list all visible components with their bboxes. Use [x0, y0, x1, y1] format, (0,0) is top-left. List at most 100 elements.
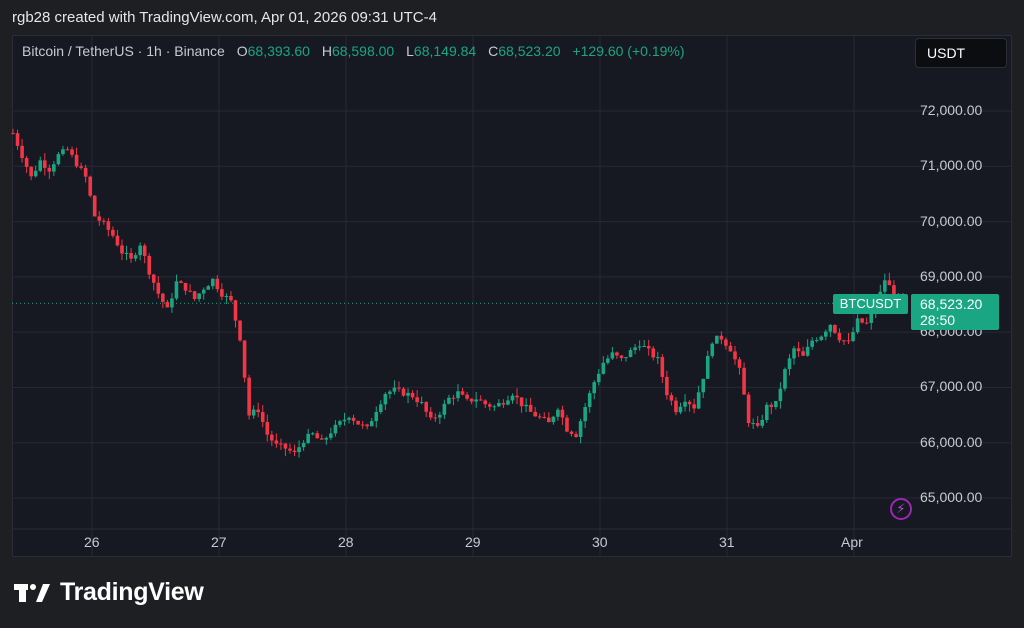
- y-tick-label: 65,000.00: [920, 489, 983, 505]
- candle-body: [524, 404, 528, 407]
- candle-body: [210, 278, 215, 287]
- bar-countdown: 28:50: [920, 312, 956, 328]
- candle-body: [669, 395, 674, 401]
- candle-body: [247, 377, 251, 416]
- candle-body: [715, 335, 719, 344]
- candle-body: [483, 400, 488, 405]
- candle-body: [120, 245, 124, 254]
- candle-body: [292, 450, 297, 453]
- candle-body: [628, 350, 633, 358]
- candle-body: [65, 149, 70, 151]
- candle-body: [710, 343, 715, 356]
- candle-body: [138, 245, 142, 256]
- candle-body: [102, 220, 106, 222]
- lightning-bolt-icon[interactable]: ⚡: [890, 498, 912, 520]
- candle-body: [428, 411, 433, 418]
- candle-body: [242, 340, 247, 378]
- candle-body: [547, 417, 551, 423]
- candle-body: [551, 416, 556, 423]
- candle-body: [360, 424, 365, 426]
- candle-body: [301, 442, 306, 448]
- low-value: 68,149.84: [413, 43, 477, 59]
- high-value: 68,598.00: [331, 43, 395, 59]
- created-by-text: rgb28 created with TradingView.com, Apr …: [12, 9, 437, 26]
- candle-body: [660, 357, 665, 377]
- candle-body: [174, 281, 179, 299]
- candle-body: [633, 347, 637, 351]
- candle-body: [388, 391, 392, 394]
- x-tick-label: Apr: [841, 534, 863, 550]
- candle-body: [560, 409, 565, 418]
- candle-body: [501, 402, 506, 405]
- candle-body: [801, 351, 805, 356]
- candle-body: [133, 255, 138, 259]
- candle-body: [892, 285, 896, 297]
- candle-body: [778, 388, 783, 402]
- tradingview-brand: TradingView: [14, 578, 204, 607]
- y-tick-label: 70,000.00: [920, 212, 983, 229]
- candle-body: [188, 290, 192, 292]
- candle-body: [415, 397, 419, 403]
- x-tick-label: 30: [592, 534, 608, 550]
- candle-body: [769, 404, 774, 408]
- candle-body: [438, 414, 442, 418]
- candle-body: [265, 421, 270, 435]
- candle-body: [383, 393, 388, 405]
- candle-body: [619, 355, 624, 359]
- candle-body: [274, 440, 279, 444]
- candle-body: [860, 318, 864, 323]
- candle-body: [814, 340, 819, 342]
- candle-body: [610, 352, 615, 359]
- symbol-price-tag: BTCUSDT: [833, 294, 908, 314]
- y-tick-label: 69,000.00: [920, 267, 983, 284]
- y-tick-label: 71,000.00: [920, 157, 983, 174]
- candle-body: [206, 286, 211, 290]
- candle-body: [233, 300, 238, 321]
- candle-body: [106, 221, 111, 230]
- symbol-label: Bitcoin / TetherUS · 1h · Binance: [22, 43, 225, 59]
- close-label: C: [488, 43, 499, 59]
- candle-body: [533, 411, 537, 417]
- candle-body: [805, 346, 810, 356]
- change-value: +129.60 (+0.19%): [572, 43, 685, 59]
- candle-body: [719, 335, 724, 340]
- candle-body: [492, 406, 497, 408]
- candle-body: [833, 324, 837, 333]
- candle-body: [737, 359, 742, 368]
- candle-body: [15, 133, 20, 146]
- currency-unit-button[interactable]: USDT: [915, 38, 1007, 68]
- candle-body: [569, 431, 574, 435]
- candle-body: [692, 404, 696, 409]
- last-price-value: 68,523.20: [920, 296, 983, 312]
- candle-body: [796, 348, 801, 352]
- tradingview-logo-icon: [14, 583, 50, 602]
- candle-body: [74, 154, 79, 167]
- candle-body: [606, 358, 610, 363]
- candle-body: [333, 424, 338, 434]
- candle-body: [542, 416, 547, 418]
- candle-body: [192, 291, 197, 300]
- candle-body: [724, 339, 728, 346]
- candle-body: [678, 406, 683, 413]
- candle-body: [97, 216, 102, 221]
- candle-body: [601, 362, 606, 374]
- y-tick-label: 66,000.00: [920, 433, 983, 450]
- candle-body: [842, 340, 846, 342]
- candle-body: [851, 332, 855, 341]
- candle-body: [442, 403, 447, 415]
- candle-body: [651, 348, 656, 358]
- candle-body: [810, 340, 814, 347]
- candle-body: [229, 296, 233, 301]
- x-tick-label: 31: [719, 534, 735, 550]
- candle-body: [478, 399, 483, 401]
- candle-body: [165, 301, 170, 308]
- candle-body: [356, 420, 360, 425]
- candle-body: [537, 416, 542, 418]
- candle-body: [111, 229, 115, 236]
- candle-body: [115, 235, 120, 246]
- candle-body: [792, 348, 796, 359]
- candle-body: [329, 433, 333, 438]
- low-label: L: [406, 43, 414, 59]
- candle-body: [33, 170, 38, 177]
